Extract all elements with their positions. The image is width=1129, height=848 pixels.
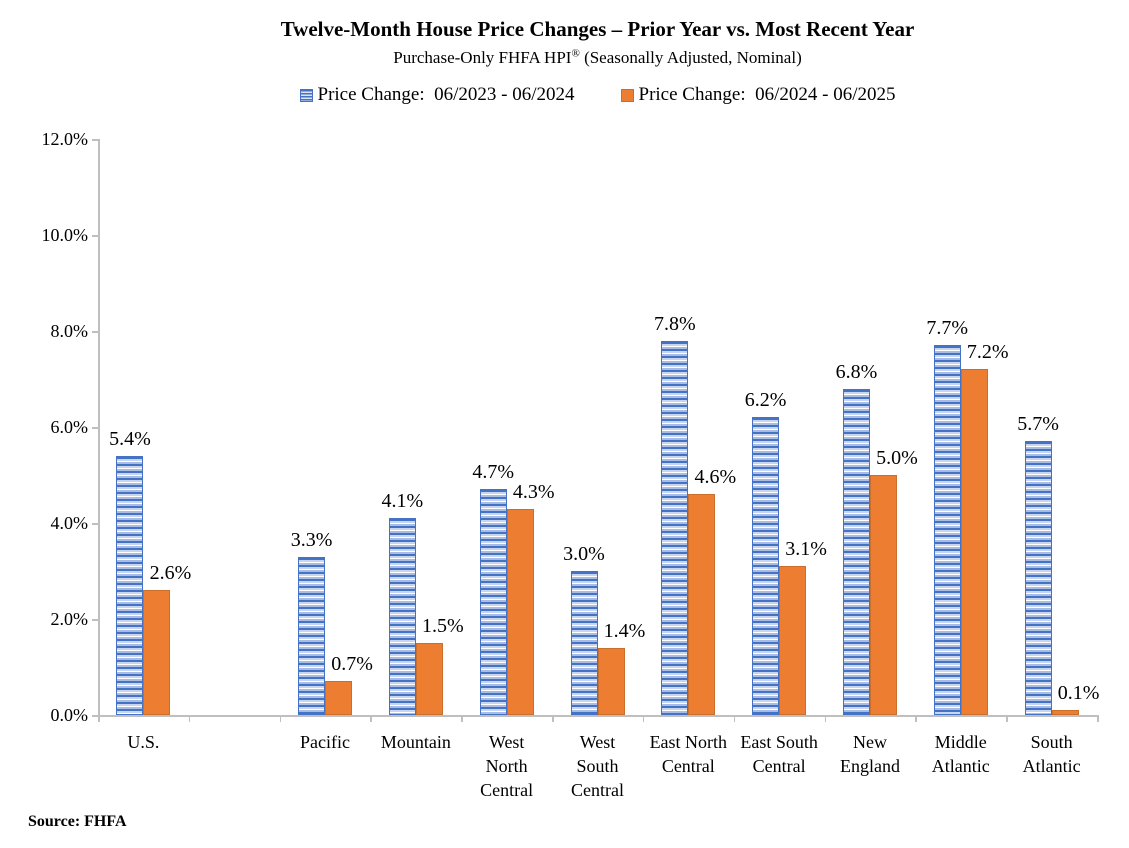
bar-value-label: 3.3% (290, 528, 333, 551)
bar-recent-year (415, 643, 443, 715)
y-axis-tick (92, 235, 98, 237)
x-axis-line (98, 715, 1098, 717)
bar-recent-year (597, 647, 625, 715)
chart-title: Twelve-Month House Price Changes – Prior… (280, 17, 915, 41)
category-label: Pacific (300, 732, 351, 752)
y-axis-tick (92, 523, 98, 525)
bar-value-label: 7.8% (653, 312, 696, 335)
bar-prior-year (661, 340, 689, 715)
y-axis-label: 12.0% (41, 129, 89, 149)
category-label: Middle Atlantic (931, 732, 990, 776)
bar-prior-year (298, 556, 326, 715)
legend: Price Change: 06/2023 - 06/2024 Price Ch… (98, 84, 1097, 106)
x-axis-tick (98, 715, 100, 722)
bar-recent-year (688, 494, 716, 715)
bar-value-label: 5.7% (1017, 413, 1059, 436)
bar-value-label: 1.5% (422, 615, 464, 637)
y-axis-label: 8.0% (50, 321, 89, 341)
bar-value-label: 4.1% (381, 490, 424, 513)
bar-value-label: 4.6% (694, 466, 737, 489)
legend-label-prior-year: Price Change: 06/2023 - 06/2024 (317, 84, 575, 105)
bar-value-label: 1.4% (603, 619, 646, 642)
category-label: Mountain (380, 732, 451, 752)
category-label: East North Central (649, 732, 728, 776)
y-axis-label: 0.0% (50, 705, 89, 725)
y-axis-tick (92, 331, 98, 333)
x-axis-tick (279, 715, 282, 722)
legend-item-recent-year: Price Change: 06/2024 - 06/2025 (620, 84, 896, 106)
subtitle-text-tail: (Seasonally Adjusted, Nominal) (579, 48, 802, 67)
y-axis-tick (92, 139, 98, 141)
x-axis-tick (188, 715, 191, 722)
bar-value-label: 2.6% (149, 562, 192, 585)
category-label: West South Central (571, 732, 624, 800)
bar-prior-year (570, 571, 598, 715)
bar-value-label: 7.7% (926, 317, 969, 340)
legend-swatch-blue-striped (299, 88, 313, 102)
bar-value-label: 3.0% (563, 543, 605, 565)
category-label: New England (839, 732, 900, 776)
x-axis-tick (552, 715, 554, 722)
x-axis-tick (642, 715, 645, 722)
x-axis-tick (824, 715, 827, 722)
y-axis-label: 10.0% (41, 225, 89, 245)
y-axis-tick (92, 427, 98, 429)
x-axis-tick (370, 715, 372, 722)
category-label: East South Central (740, 732, 818, 776)
bar-prior-year (752, 417, 780, 715)
bar-recent-year (1051, 710, 1079, 715)
legend-item-prior-year: Price Change: 06/2023 - 06/2024 (299, 84, 575, 106)
bar-prior-year (479, 489, 507, 715)
bar-value-label: 4.7% (472, 461, 515, 484)
category-label: West North Central (480, 732, 534, 800)
bar-recent-year (869, 475, 897, 715)
x-axis-tick (733, 715, 736, 722)
bar-prior-year (933, 345, 961, 715)
bar-value-label: 0.1% (1057, 682, 1100, 705)
bar-recent-year (779, 566, 807, 715)
bar-value-label: 4.3% (512, 480, 555, 503)
x-axis-tick (915, 715, 917, 722)
bar-recent-year (960, 369, 988, 715)
registered-trademark-symbol: ® (571, 47, 580, 60)
x-axis-tick (1097, 715, 1099, 722)
x-axis-tick (461, 715, 463, 722)
chart-subtitle: Purchase-Only FHFA HPI® (Seasonally Adju… (98, 48, 1097, 68)
bar-value-label: 6.2% (744, 389, 787, 412)
x-axis-tick (1006, 715, 1008, 722)
subtitle-text: Purchase-Only FHFA HPI (393, 48, 572, 67)
y-axis-label: 6.0% (50, 417, 89, 437)
bar-value-label: 7.2% (966, 341, 1009, 364)
y-axis-label: 4.0% (50, 513, 89, 533)
bar-value-label: 0.7% (331, 653, 373, 676)
bar-recent-year (506, 508, 534, 715)
bar-value-label: 6.8% (835, 360, 878, 383)
category-label: South Atlantic (1022, 732, 1081, 776)
bar-recent-year (325, 681, 353, 715)
legend-swatch-orange (620, 88, 634, 102)
bar-value-label: 5.4% (109, 427, 151, 450)
bar-prior-year (116, 455, 144, 715)
y-axis-tick (92, 619, 98, 621)
bar-recent-year (143, 590, 171, 715)
bar-prior-year (842, 388, 870, 715)
legend-label-recent-year: Price Change: 06/2024 - 06/2025 (638, 84, 896, 105)
bar-prior-year (388, 518, 416, 715)
y-axis-tick (92, 715, 98, 717)
source-note: Source: FHFA (28, 813, 127, 830)
bar-value-label: 3.1% (785, 538, 827, 561)
category-label: U.S. (127, 732, 160, 752)
y-axis-label: 2.0% (50, 609, 89, 629)
bar-prior-year (1024, 441, 1052, 715)
y-axis-line (98, 139, 100, 715)
bar-value-label: 5.0% (876, 447, 918, 469)
